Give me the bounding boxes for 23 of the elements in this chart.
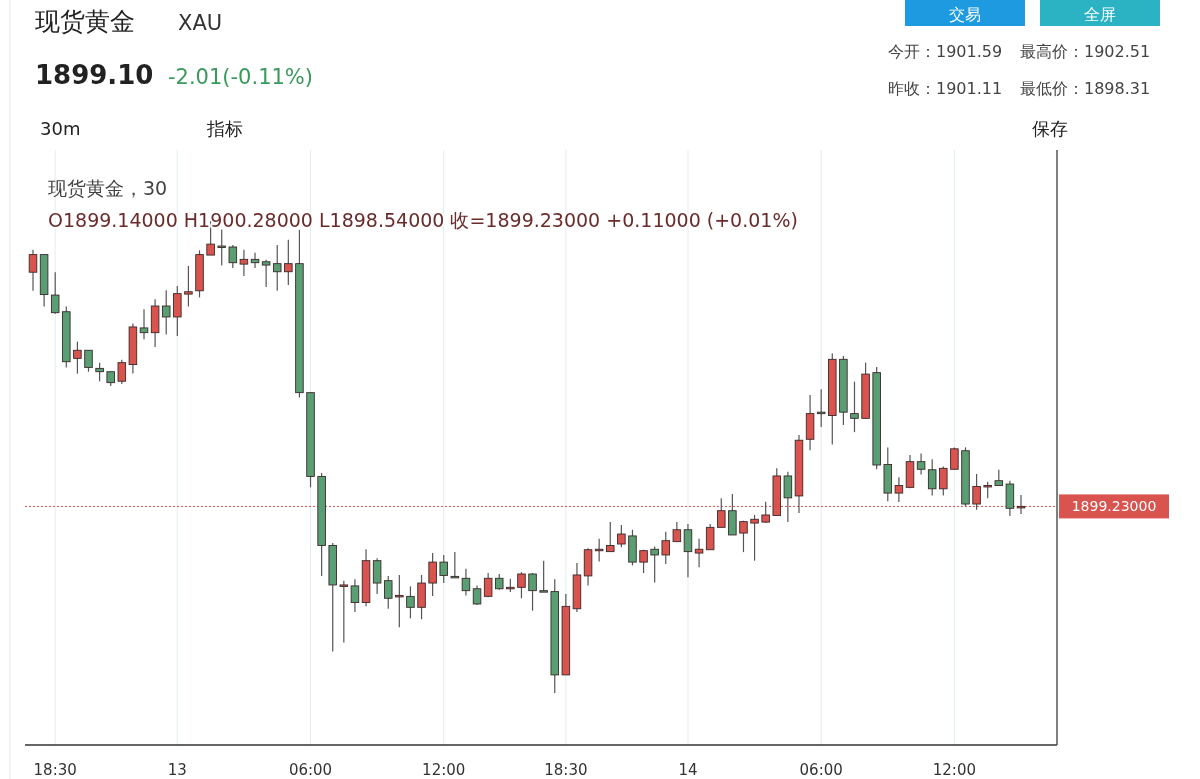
x-tick-label: 18:30 bbox=[544, 761, 588, 779]
text: 保存 bbox=[1032, 118, 1068, 139]
text: 今开：1901.59 bbox=[888, 42, 1003, 61]
text: 交易 bbox=[949, 5, 981, 24]
x-tick-label: 06:00 bbox=[799, 761, 843, 779]
x-tick-label: 14 bbox=[678, 761, 698, 779]
x-tick-label: 06:00 bbox=[288, 761, 333, 779]
text: 现货黄金，30 bbox=[48, 177, 168, 199]
text: 最低价：1898.31 bbox=[1020, 79, 1151, 98]
x-tick-label: 12:00 bbox=[422, 761, 466, 779]
text: 1899.10 bbox=[35, 60, 154, 90]
text: 指标 bbox=[206, 118, 243, 139]
x-tick-label: 18:30 bbox=[33, 761, 77, 779]
x-tick-label: 12:00 bbox=[932, 761, 977, 779]
text: -2.01(-0.11%) bbox=[168, 65, 314, 89]
text: 30m bbox=[40, 118, 81, 139]
text: 1899.23000 bbox=[1071, 498, 1157, 515]
x-tick-label: 13 bbox=[167, 761, 187, 779]
chart-title: 现货黄金 bbox=[35, 7, 135, 36]
text: 昨收：1901.11 bbox=[888, 79, 1003, 98]
text: 全屏 bbox=[1084, 5, 1116, 24]
text: 最高价：1902.51 bbox=[1020, 42, 1151, 61]
chart-subtitle: XAU bbox=[178, 11, 223, 35]
